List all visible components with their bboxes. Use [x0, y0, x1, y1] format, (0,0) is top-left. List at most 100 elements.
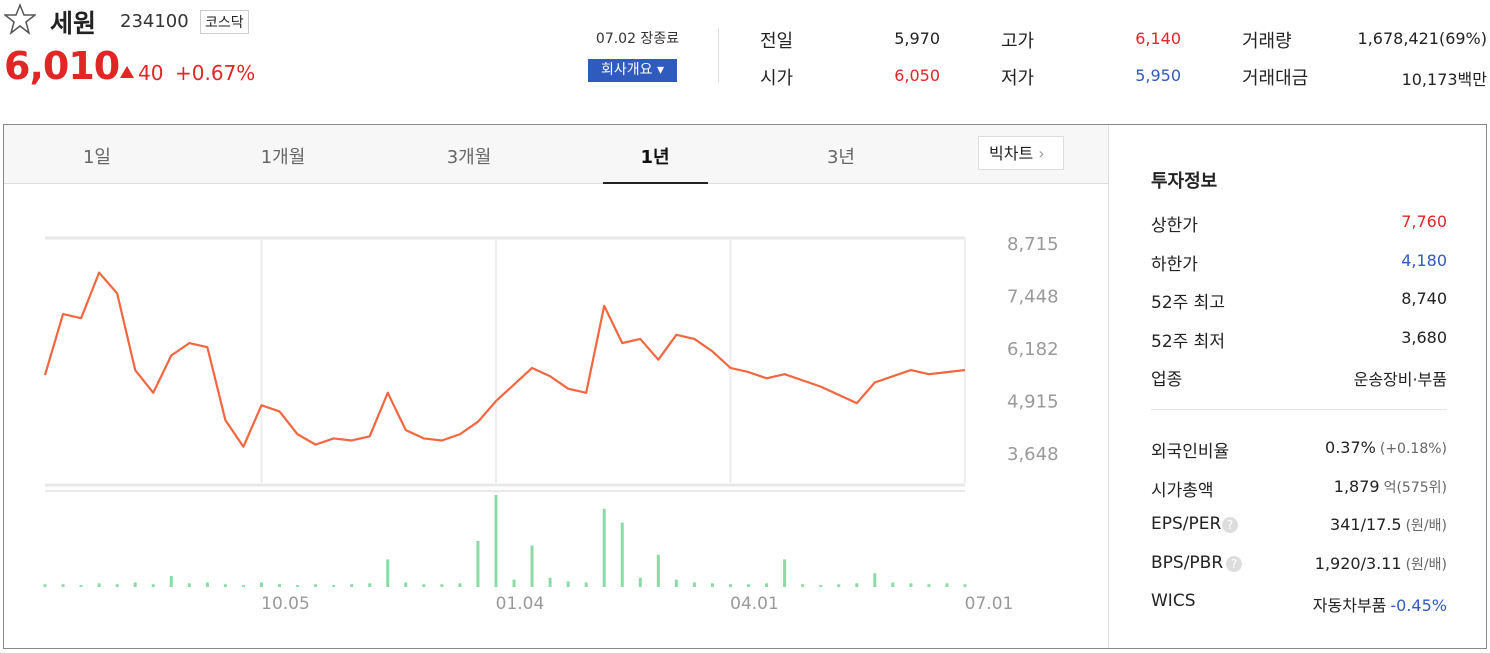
volume-bar: [494, 495, 498, 587]
tab[interactable]: 3년: [826, 147, 855, 168]
info-title: 투자정보: [1151, 171, 1218, 192]
volume-bar: [747, 584, 751, 587]
volume-bar: [620, 522, 624, 587]
volume-bar: [819, 585, 823, 587]
volume-bar: [187, 583, 191, 587]
volume-bar: [458, 583, 462, 587]
volume-bar: [710, 583, 714, 587]
info-value: 341/17.5: [1330, 515, 1402, 534]
stat-label: 거래량: [1242, 31, 1292, 52]
stock-name: 세원: [50, 9, 97, 38]
volume-bar: [765, 583, 769, 587]
x-tick-label: 04.01: [730, 594, 779, 614]
info-value: 4,180: [1401, 250, 1447, 270]
info-value-wrap: 1,920/3.11 (원/배): [1315, 554, 1447, 574]
stat-value: 5,950: [1135, 66, 1181, 85]
stat-value: 6,140: [1135, 29, 1181, 48]
volume-bar: [476, 541, 480, 587]
info-value: 7,760: [1401, 212, 1447, 231]
help-icon: ?: [1226, 555, 1242, 572]
info-value: 8,740: [1401, 289, 1447, 308]
tab-bar: [4, 125, 1108, 184]
y-tick-label: 8,715: [1007, 234, 1059, 255]
volume-bar: [728, 584, 732, 587]
info-value: 3,680: [1401, 327, 1447, 347]
up-arrow: [120, 66, 134, 78]
volume-bar: [61, 584, 65, 587]
x-tick-label: 07.01: [965, 594, 1014, 614]
volume-bar: [115, 584, 119, 587]
info-label: 하한가: [1151, 254, 1198, 275]
info-value: 0.37%: [1325, 438, 1376, 457]
volume-bar: [891, 582, 895, 587]
volume-bar: [963, 584, 967, 587]
volume-bar: [692, 582, 696, 587]
stat-value: 5,970: [894, 29, 940, 48]
chart: 8,715 7,448 6,182 4,915 3,648 10.05 01.04 04.01…: [43, 234, 1059, 614]
volume-bar: [909, 583, 913, 587]
info-value-wrap: 0.37% (+0.18%): [1325, 438, 1447, 457]
company-button[interactable]: 회사개요 ▾: [588, 59, 677, 82]
y-tick-label: 7,448: [1007, 287, 1059, 308]
volume-bar: [512, 579, 516, 587]
volume-bar: [855, 583, 859, 587]
info-label: 시가총액: [1151, 480, 1214, 501]
info-label: 업종: [1151, 370, 1183, 390]
volume-bar: [783, 559, 787, 587]
volume-bar: [927, 584, 931, 587]
stat-value: 1,678,421(69%): [1357, 29, 1487, 48]
volume-bar: [79, 585, 83, 587]
help-icon: ?: [1222, 517, 1238, 533]
stat-label: 저가: [1001, 68, 1035, 89]
market-badge: 코스닥: [200, 10, 249, 34]
volume-bar: [133, 582, 137, 587]
info-label: EPS/PER: [1151, 514, 1222, 534]
info-value-wrap: 341/17.5 (원/배): [1330, 515, 1447, 535]
info-extra: (원/배): [1405, 556, 1447, 573]
volume-bar: [837, 584, 841, 587]
star-icon[interactable]: [4, 3, 36, 35]
tab[interactable]: 1년: [640, 147, 670, 168]
volume-bar: [350, 584, 354, 587]
volume-bar: [584, 582, 588, 587]
info-value: 자동차부품: [1312, 596, 1387, 615]
volume-bar: [602, 508, 606, 587]
separator: [718, 28, 719, 82]
volume-bar: [422, 584, 426, 587]
info-label: BPS/PBR: [1151, 552, 1224, 573]
info-divider: [1151, 409, 1447, 410]
y-tick-label: 3,648: [1007, 444, 1059, 465]
y-tick-label: 6,182: [1007, 339, 1059, 360]
info-label: 52주 최고: [1151, 293, 1225, 313]
button-label: 회사개요: [600, 62, 653, 78]
volume-bar: [259, 582, 263, 587]
volume-bar: [278, 584, 282, 587]
volume-bar: [241, 585, 245, 587]
volume-bar: [97, 583, 101, 587]
price-line: [43, 271, 966, 448]
stat-label: 고가: [1001, 31, 1035, 52]
tab[interactable]: 1개월: [260, 147, 306, 168]
volume-bar: [674, 579, 678, 587]
volume-bar: [566, 581, 570, 587]
button-label: 빅차트: [989, 144, 1034, 163]
x-tick-label: 10.05: [261, 594, 310, 614]
volume-bar: [169, 575, 173, 587]
tab[interactable]: 1일: [82, 147, 111, 168]
tab[interactable]: 3개월: [446, 147, 492, 168]
stat-label: 시가: [760, 68, 794, 89]
info-label: WICS: [1151, 591, 1196, 611]
volume-bar: [801, 584, 805, 587]
volume-bar: [873, 573, 877, 587]
info-value: 1,920/3.11: [1314, 553, 1402, 573]
market-status: 07.02 장종료: [595, 31, 680, 47]
volume-bar: [530, 545, 534, 587]
volume-bar: [386, 559, 390, 587]
volume-bar: [43, 584, 47, 587]
info-value: 1,879: [1333, 476, 1380, 496]
volume-bar: [296, 585, 300, 587]
tab-underline: [603, 182, 708, 184]
big-chart-button[interactable]: 빅차트 ›: [978, 136, 1064, 170]
volume-bar: [368, 583, 372, 587]
